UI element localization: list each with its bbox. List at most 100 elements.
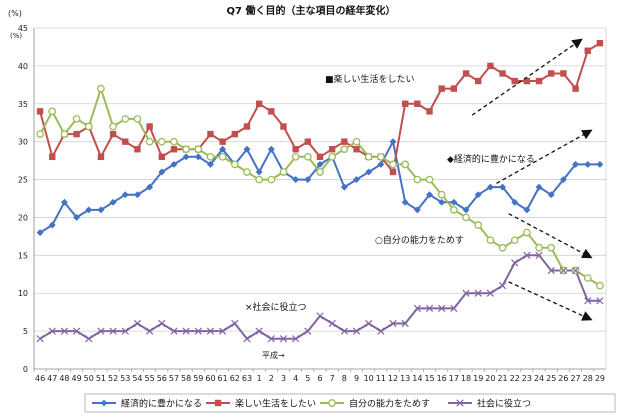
data-point-s2 bbox=[535, 243, 543, 252]
data-point-s3 bbox=[145, 327, 154, 335]
y-tick-label: 40 bbox=[18, 62, 28, 71]
data-point-s2 bbox=[291, 152, 300, 161]
data-point-s0 bbox=[365, 168, 373, 176]
data-point-s3 bbox=[255, 327, 263, 335]
data-point-s2 bbox=[377, 152, 385, 161]
data-point-s1 bbox=[97, 153, 105, 161]
data-point-s3 bbox=[511, 259, 519, 267]
axes bbox=[33, 28, 607, 372]
data-point-s3 bbox=[316, 312, 324, 320]
y-axis-unit: (%) bbox=[8, 9, 22, 18]
x-tick-label: 8 bbox=[342, 374, 347, 383]
data-point-s0 bbox=[36, 229, 44, 237]
data-point-s0 bbox=[462, 206, 470, 214]
data-point-s0 bbox=[377, 160, 385, 168]
data-point-s0 bbox=[109, 198, 117, 206]
x-tick-label: 59 bbox=[193, 374, 203, 383]
data-point-s0 bbox=[133, 191, 142, 199]
data-point-s3 bbox=[231, 319, 239, 328]
y-tick-label: 35 bbox=[18, 100, 28, 109]
data-point-s1 bbox=[304, 138, 312, 145]
legend-marker-2 bbox=[328, 399, 336, 407]
data-point-s2 bbox=[145, 137, 154, 146]
data-point-s1 bbox=[292, 146, 299, 153]
data-point-s2 bbox=[413, 175, 422, 184]
data-point-s1 bbox=[401, 100, 409, 107]
x-tick-label: 62 bbox=[230, 374, 240, 383]
data-point-s0 bbox=[425, 191, 434, 199]
data-point-s1 bbox=[146, 123, 153, 130]
y-tick-label: 25 bbox=[18, 176, 28, 185]
data-point-s2 bbox=[36, 130, 44, 138]
x-tick-label: 51 bbox=[96, 374, 106, 383]
x-tick-label: 21 bbox=[497, 374, 507, 383]
data-point-s0 bbox=[316, 160, 324, 168]
data-point-s0 bbox=[474, 191, 482, 199]
data-point-s1 bbox=[328, 146, 336, 153]
data-point-s3 bbox=[535, 251, 543, 259]
data-point-s1 bbox=[414, 100, 421, 107]
data-point-s3 bbox=[121, 327, 129, 335]
data-point-s0 bbox=[535, 183, 543, 191]
data-point-s2 bbox=[523, 228, 531, 237]
data-point-s3 bbox=[158, 319, 166, 328]
x-tick-label: 18 bbox=[461, 374, 471, 383]
data-point-s0 bbox=[547, 191, 555, 199]
x-tick-label: 17 bbox=[449, 374, 459, 383]
legend-marker-0 bbox=[100, 399, 108, 407]
x-tick-label: 15 bbox=[424, 374, 434, 383]
data-point-s3 bbox=[352, 327, 361, 335]
data-point-s2 bbox=[450, 206, 458, 214]
data-point-s2 bbox=[230, 160, 239, 169]
y-tick-label: 10 bbox=[18, 289, 28, 298]
trend-arrow-ability bbox=[508, 213, 593, 259]
data-point-s0 bbox=[121, 191, 129, 199]
x-tick-label: 20 bbox=[485, 374, 495, 383]
data-point-s3 bbox=[328, 319, 336, 328]
data-point-s1 bbox=[36, 108, 44, 115]
data-point-s3 bbox=[365, 319, 373, 328]
data-point-s3 bbox=[486, 289, 495, 297]
data-point-s3 bbox=[72, 327, 81, 335]
x-tick-label: 52 bbox=[108, 374, 118, 383]
x-tick-label: 1 bbox=[257, 374, 262, 383]
x-tick-label: 29 bbox=[595, 374, 605, 383]
data-point-s3 bbox=[170, 327, 178, 335]
x-tick-label: 9 bbox=[354, 374, 359, 383]
x-tick-label: 16 bbox=[437, 374, 447, 383]
data-point-s3 bbox=[584, 297, 592, 305]
data-point-s0 bbox=[170, 160, 178, 168]
data-point-s3 bbox=[523, 251, 531, 259]
data-point-s2 bbox=[97, 84, 105, 93]
data-point-s3 bbox=[438, 304, 446, 313]
series-markers bbox=[36, 39, 604, 343]
data-point-s2 bbox=[194, 145, 203, 154]
data-point-s2 bbox=[583, 274, 592, 282]
data-point-s3 bbox=[462, 289, 470, 297]
data-point-s2 bbox=[60, 130, 69, 138]
chart-title: Q7 働く目的（主な項目の経年変化） bbox=[227, 4, 396, 17]
x-tick-label: 57 bbox=[169, 374, 179, 383]
data-point-s0 bbox=[206, 160, 215, 168]
data-point-s2 bbox=[510, 236, 519, 245]
data-point-s0 bbox=[389, 138, 397, 146]
data-point-s0 bbox=[498, 183, 507, 191]
data-point-s2 bbox=[279, 168, 288, 176]
x-tick-label: 23 bbox=[522, 374, 532, 383]
legend-label-2: 自分の能力をためす bbox=[349, 398, 430, 410]
x-tick-label: 56 bbox=[157, 374, 167, 383]
data-point-s2 bbox=[462, 213, 470, 222]
data-point-s3 bbox=[596, 297, 604, 305]
data-point-s2 bbox=[389, 160, 397, 169]
data-point-s1 bbox=[584, 47, 591, 54]
data-point-s3 bbox=[97, 327, 105, 335]
annotation-ability: ○自分の能力をためす bbox=[375, 234, 464, 246]
data-point-s2 bbox=[109, 122, 117, 131]
x-tick-label: 27 bbox=[570, 374, 580, 383]
data-point-s2 bbox=[401, 160, 410, 169]
data-point-s2 bbox=[267, 175, 276, 184]
x-tick-label: 11 bbox=[376, 374, 386, 383]
data-point-s0 bbox=[255, 168, 263, 176]
data-point-s1 bbox=[572, 85, 579, 92]
y-tick-label: 45 bbox=[18, 24, 28, 33]
